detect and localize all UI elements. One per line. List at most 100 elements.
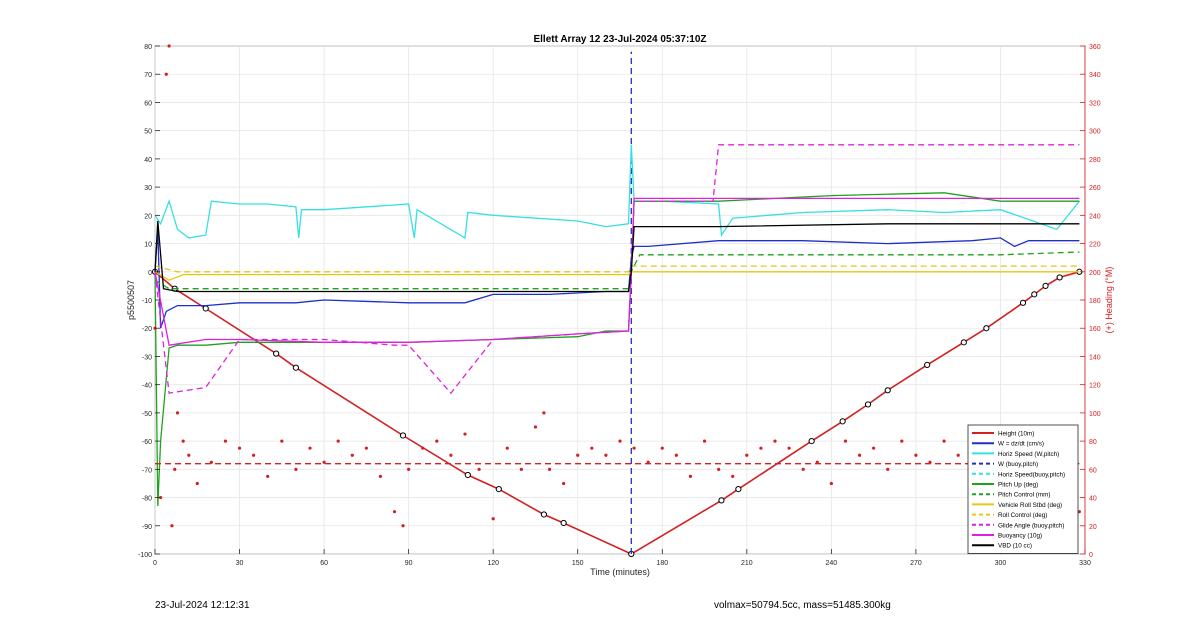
series-point-heading-m bbox=[350, 453, 354, 457]
series-point-heading-m bbox=[170, 524, 174, 528]
series-point-heading-m bbox=[266, 474, 270, 478]
series-point-heading-m bbox=[252, 453, 256, 457]
series-point-heading-m bbox=[187, 453, 191, 457]
series-marker-height-10m bbox=[1042, 282, 1049, 289]
y-tick-label: -70 bbox=[142, 467, 152, 474]
series-line-roll-control-deg bbox=[154, 265, 1080, 273]
y-tick-label: 40 bbox=[144, 157, 152, 164]
series-point-heading-m bbox=[801, 467, 805, 471]
x-tick-label: 240 bbox=[826, 560, 838, 567]
series-point-heading-m bbox=[164, 72, 168, 76]
y-tick-label: 0 bbox=[148, 270, 152, 277]
series-marker-height-10m bbox=[884, 387, 891, 394]
y-tick-label: 20 bbox=[144, 213, 152, 220]
y-right-tick-label: 100 bbox=[1089, 411, 1101, 418]
series-line-pitch-up-deg bbox=[154, 192, 1080, 507]
y-right-tick-label: 20 bbox=[1089, 524, 1097, 531]
series-marker-height-10m bbox=[1019, 299, 1027, 306]
series-marker-height-10m bbox=[495, 485, 502, 493]
series-marker-height-10m bbox=[1056, 274, 1063, 281]
series-line-glide-angle-buoy-pitch bbox=[154, 144, 1080, 395]
series-point-heading-m bbox=[175, 411, 180, 415]
y-tick-label: 70 bbox=[144, 72, 152, 79]
y-tick-label: -10 bbox=[142, 298, 152, 305]
series-point-heading-m bbox=[195, 481, 199, 486]
series-point-heading-m bbox=[1077, 510, 1081, 514]
series-marker-height-10m bbox=[983, 325, 990, 332]
y-tick-label: -40 bbox=[142, 383, 152, 390]
x-tick-label: 60 bbox=[320, 560, 328, 567]
y-axis-right-label: (+) Heading (°M) bbox=[1104, 267, 1114, 334]
y-right-tick-label: 40 bbox=[1089, 496, 1097, 503]
series-point-heading-m bbox=[294, 467, 298, 471]
series-point-heading-m bbox=[843, 439, 848, 443]
series-marker-height-10m bbox=[292, 364, 300, 371]
x-tick-label: 330 bbox=[1079, 560, 1091, 567]
y-tick-label: -90 bbox=[142, 524, 152, 531]
y-right-tick-label: 140 bbox=[1089, 354, 1101, 361]
y-right-tick-label: 240 bbox=[1089, 213, 1101, 220]
series-point-heading-m bbox=[401, 524, 405, 528]
series-point-heading-m bbox=[159, 495, 163, 500]
axes: 0 30 60 90 120 150 180 210 240 270 300 330-100-90-8… bbox=[138, 44, 1101, 567]
x-tick-label: 0 bbox=[153, 560, 157, 567]
series-line-pitch-control-mm bbox=[154, 251, 1080, 290]
series-point-heading-m bbox=[914, 453, 918, 457]
y-right-tick-label: 220 bbox=[1089, 242, 1101, 249]
series-point-heading-m bbox=[660, 446, 664, 450]
y-right-tick-label: 320 bbox=[1089, 100, 1101, 107]
x-tick-label: 180 bbox=[656, 560, 668, 567]
series-point-heading-m bbox=[717, 467, 721, 471]
y-tick-label: -100 bbox=[138, 552, 152, 559]
series-point-heading-m bbox=[688, 474, 693, 478]
series-marker-height-10m bbox=[808, 438, 815, 445]
series-point-heading-m bbox=[167, 44, 171, 48]
series-point-heading-m bbox=[378, 474, 383, 478]
series-marker-height-10m bbox=[839, 418, 846, 425]
series-point-heading-m bbox=[542, 411, 546, 415]
series-marker-height-10m bbox=[1031, 291, 1038, 298]
series-point-heading-m bbox=[322, 460, 326, 464]
series-point-heading-m bbox=[618, 439, 622, 443]
series-point-heading-m bbox=[759, 446, 763, 450]
legend-label: Vehicle Roll Stbd (deg) bbox=[998, 502, 1062, 509]
series-point-heading-m bbox=[491, 517, 495, 521]
legend-label: Pitch Up (deg) bbox=[998, 482, 1038, 489]
series-point-heading-m bbox=[435, 439, 439, 443]
series-point-heading-m bbox=[942, 439, 946, 443]
legend: Height (10m) W = dz/dt (cm/s) Horiz Speed … bbox=[967, 424, 1079, 554]
series-point-heading-m bbox=[223, 439, 228, 443]
series-point-heading-m bbox=[364, 446, 368, 450]
legend-label: W = dz/dt (cm/s) bbox=[998, 441, 1044, 448]
y-tick-label: -60 bbox=[142, 439, 152, 446]
y-tick-label: -80 bbox=[142, 496, 152, 503]
legend-label: Height (10m) bbox=[998, 431, 1034, 438]
series-marker-height-10m bbox=[399, 432, 407, 439]
series-point-heading-m bbox=[702, 439, 707, 443]
series-point-heading-m bbox=[463, 432, 467, 436]
x-axis-label: Time (minutes) bbox=[590, 567, 650, 577]
series-line-vehicle-roll-stbd-deg bbox=[154, 271, 1080, 281]
series-marker-height-10m bbox=[273, 350, 280, 357]
y-axis-label: p5500507 bbox=[126, 280, 136, 320]
x-tick-label: 150 bbox=[572, 560, 584, 567]
legend-label: Buoyancy (10g) bbox=[998, 533, 1042, 540]
y-tick-label: 60 bbox=[144, 100, 152, 107]
series-marker-height-10m bbox=[924, 361, 931, 369]
series-point-heading-m bbox=[731, 474, 735, 478]
series-point-heading-m bbox=[872, 446, 876, 450]
y-right-tick-label: 360 bbox=[1089, 44, 1101, 51]
x-tick-label: 270 bbox=[910, 560, 922, 567]
series-line-horiz-speed-w-pitch bbox=[154, 144, 1080, 239]
y-right-tick-label: 80 bbox=[1089, 439, 1097, 446]
series-point-heading-m bbox=[449, 453, 453, 457]
legend-label: Glide Angle (buoy,pitch) bbox=[998, 522, 1064, 529]
series-point-heading-m bbox=[674, 453, 678, 457]
legend-label: Horiz Speed(buoy,pitch) bbox=[998, 471, 1065, 478]
y-right-tick-label: 60 bbox=[1089, 467, 1097, 474]
y-right-tick-label: 0 bbox=[1089, 552, 1093, 559]
series-point-heading-m bbox=[237, 446, 242, 450]
y-right-tick-label: 340 bbox=[1089, 72, 1101, 79]
y-right-tick-label: 120 bbox=[1089, 383, 1101, 390]
